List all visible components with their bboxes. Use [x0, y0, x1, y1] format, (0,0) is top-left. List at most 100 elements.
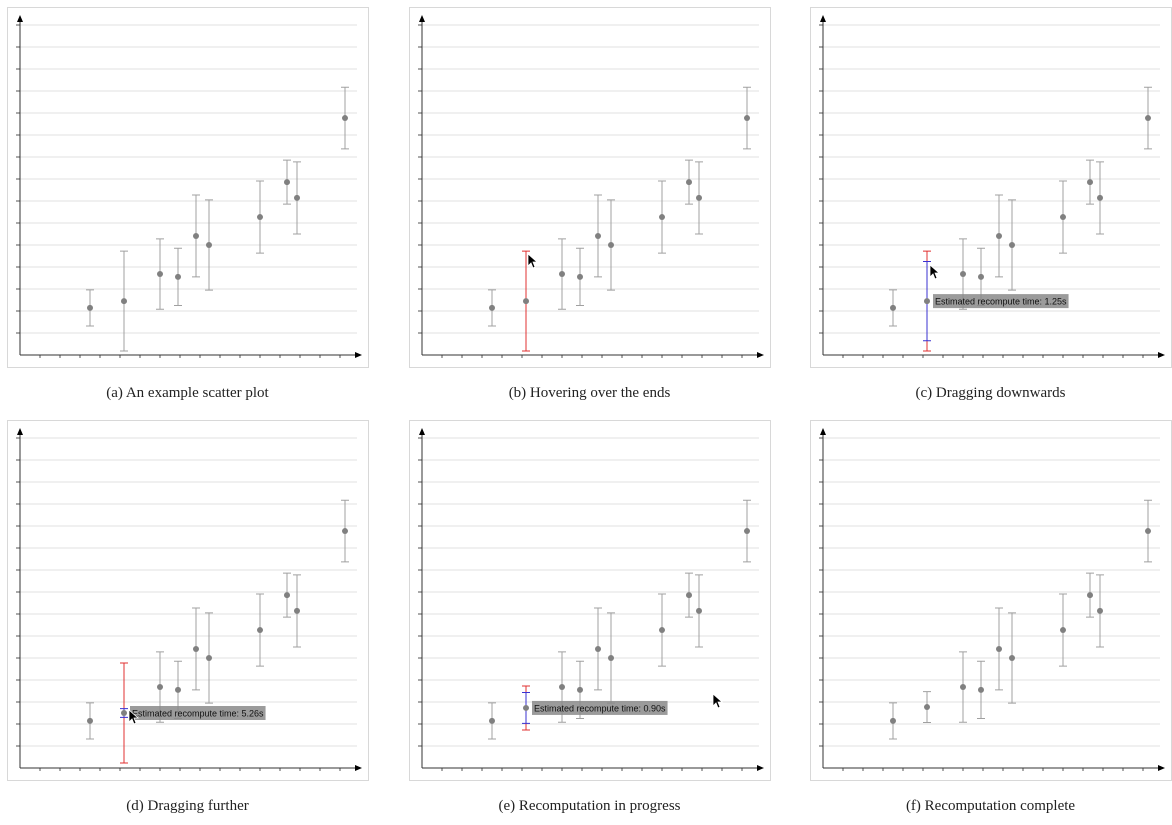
tooltip-bg: [933, 294, 1069, 309]
point: [890, 304, 896, 311]
tooltip: Estimated recompute time: 0.90s: [534, 703, 666, 713]
panel-frame: [409, 420, 771, 781]
x-arrow: [757, 765, 764, 771]
point: [595, 645, 601, 652]
point: [978, 273, 984, 280]
point: [284, 179, 290, 186]
panel-frame: [810, 7, 1172, 368]
point: [206, 242, 212, 248]
point: [1060, 627, 1066, 634]
point: [121, 710, 127, 716]
panel-frame: [7, 7, 369, 368]
point: [1145, 528, 1151, 535]
point: [559, 684, 565, 691]
cursor: [527, 253, 539, 269]
cursors: [128, 253, 941, 725]
point: [257, 627, 263, 634]
point: [523, 298, 529, 305]
panel: Estimated recompute time: 0.90s: [409, 420, 771, 781]
tooltip-bg: [130, 706, 266, 720]
point: [686, 179, 692, 186]
point: [1087, 592, 1093, 599]
point: [193, 645, 199, 652]
point: [175, 686, 181, 693]
point: [342, 528, 348, 535]
x-arrow: [757, 352, 764, 358]
point: [960, 684, 966, 691]
y-arrow: [820, 15, 826, 22]
caption: (a) An example scatter plot: [106, 385, 269, 401]
point: [1145, 115, 1151, 122]
y-arrow: [820, 428, 826, 435]
tooltip-bg: [532, 700, 668, 715]
caption: (d) Dragging further: [126, 798, 248, 814]
point: [87, 304, 93, 311]
panel: [810, 420, 1172, 781]
point: [489, 717, 495, 724]
point: [978, 686, 984, 693]
y-arrow: [419, 428, 425, 435]
x-arrow: [1158, 765, 1165, 771]
point: [996, 232, 1002, 239]
point: [157, 271, 163, 278]
point: [294, 194, 300, 201]
cursor: [128, 709, 140, 725]
x-arrow: [1158, 352, 1165, 358]
point: [924, 298, 930, 305]
panel-frame: [409, 7, 771, 368]
point: [523, 704, 529, 711]
point: [206, 655, 212, 661]
point: [577, 273, 583, 280]
tooltip: Estimated recompute time: 5.26s: [132, 708, 264, 718]
panel-frame: [7, 420, 369, 781]
point: [342, 115, 348, 122]
caption: (b) Hovering over the ends: [509, 385, 671, 401]
point: [257, 214, 263, 221]
panel-frame: [810, 420, 1172, 781]
panel: Estimated recompute time: 5.26s: [7, 420, 369, 781]
point: [659, 627, 665, 634]
caption: (c) Dragging downwards: [916, 385, 1066, 401]
point: [890, 717, 896, 724]
point: [696, 194, 702, 201]
point: [696, 607, 702, 614]
point: [960, 271, 966, 278]
x-arrow: [355, 352, 362, 358]
y-arrow: [17, 428, 23, 435]
point: [157, 684, 163, 691]
cursor: [712, 693, 724, 709]
panel: [409, 7, 771, 368]
panel: [7, 7, 369, 368]
point: [489, 304, 495, 311]
point: [595, 232, 601, 239]
point: [559, 271, 565, 278]
point: [1060, 214, 1066, 221]
caption: (e) Recomputation in progress: [498, 798, 680, 814]
point: [608, 655, 614, 661]
cursor: [929, 264, 941, 280]
point: [294, 607, 300, 614]
point: [1097, 607, 1103, 614]
point: [744, 115, 750, 122]
x-arrow: [355, 765, 362, 771]
point: [924, 704, 930, 711]
point: [175, 273, 181, 280]
point: [659, 214, 665, 221]
y-arrow: [17, 15, 23, 22]
point: [996, 645, 1002, 652]
point: [121, 298, 127, 305]
tooltip: Estimated recompute time: 1.25s: [935, 296, 1067, 306]
point: [1009, 655, 1015, 661]
point: [577, 686, 583, 693]
point: [608, 242, 614, 248]
panel: Estimated recompute time: 1.25s: [810, 7, 1172, 368]
point: [1009, 242, 1015, 248]
point: [744, 528, 750, 535]
caption: (f) Recomputation complete: [906, 798, 1075, 814]
point: [284, 592, 290, 599]
y-arrow: [419, 15, 425, 22]
point: [1087, 179, 1093, 186]
point: [1097, 194, 1103, 201]
point: [87, 717, 93, 724]
